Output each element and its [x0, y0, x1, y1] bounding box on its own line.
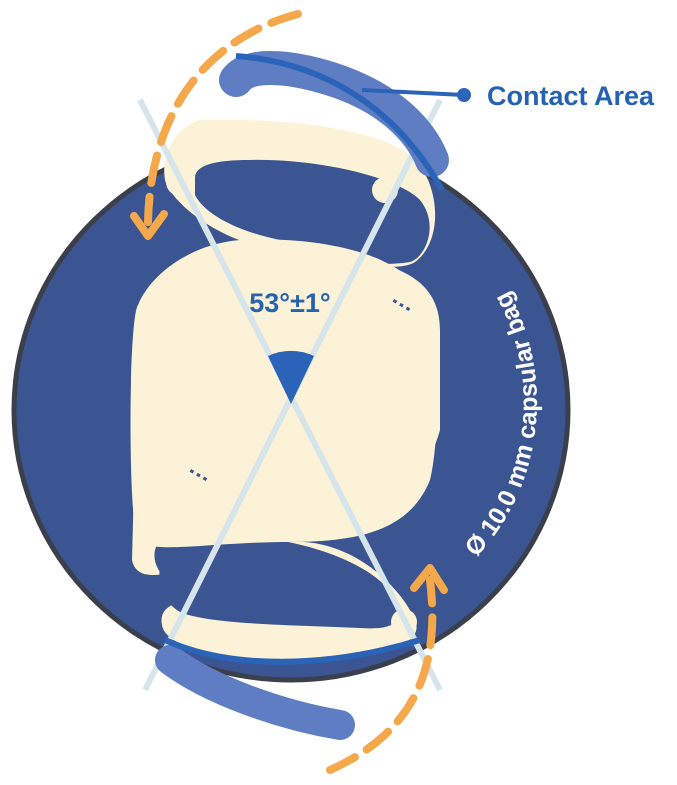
- rotation-arrowhead-upper: [130, 210, 168, 240]
- contact-leader-line: [361, 88, 465, 97]
- lower-haptic-slot: [159, 535, 399, 629]
- angle-sector: [268, 350, 314, 404]
- rotation-arrowhead-lower: [410, 564, 448, 594]
- lens-optic: [130, 239, 437, 548]
- contact-leader-dot: [457, 88, 471, 102]
- lower-haptic-arm: [155, 645, 355, 740]
- rotation-arrow-upper: [144, 10, 302, 226]
- contact-area-label: Contact Area: [487, 81, 655, 111]
- contact-area-upper: [235, 53, 445, 192]
- angle-label: 53°±1°: [249, 288, 330, 318]
- upper-haptic-arm: [219, 51, 449, 177]
- contact-area-lower: [163, 637, 421, 665]
